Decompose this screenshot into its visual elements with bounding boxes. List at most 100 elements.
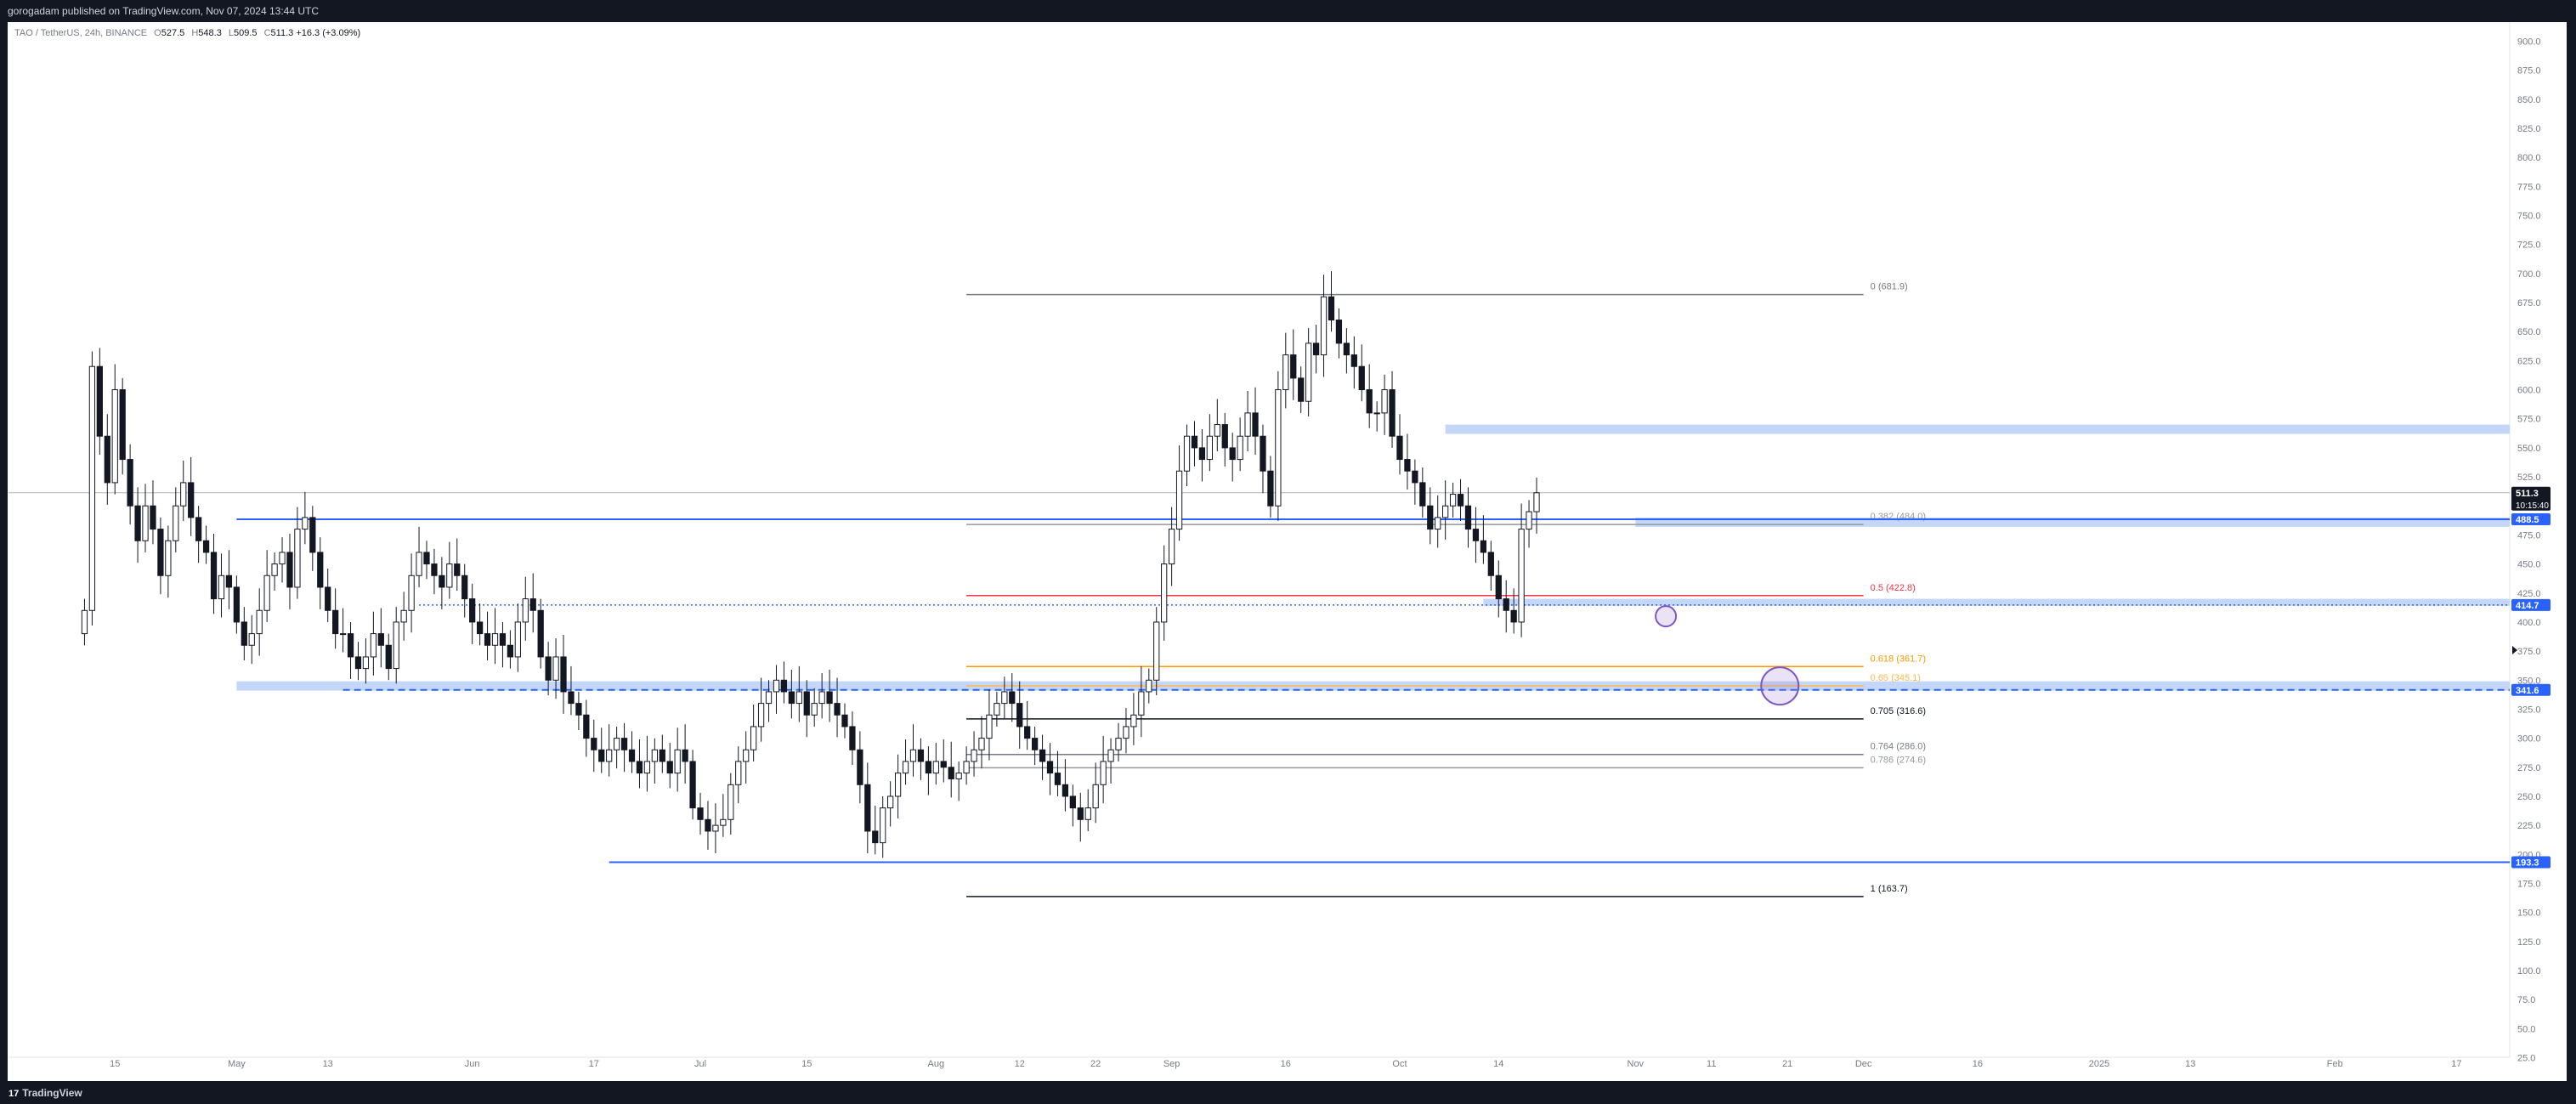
candle-body xyxy=(134,505,141,541)
candle-body xyxy=(712,824,719,832)
candle-body xyxy=(1054,773,1062,785)
candle-body xyxy=(1298,377,1305,402)
candle-body xyxy=(1389,389,1396,437)
candle-body xyxy=(241,621,247,646)
candle-body xyxy=(909,749,917,762)
candle-body xyxy=(773,679,780,693)
support-dotted-price-label: 414.7 xyxy=(2516,601,2539,611)
candle-body xyxy=(317,552,324,588)
candle-body xyxy=(1457,494,1464,507)
footer-bar: 17 TradingView xyxy=(0,1081,2576,1104)
x-tick-label: 13 xyxy=(2185,1059,2195,1069)
candle-body xyxy=(88,365,96,611)
candle-body xyxy=(1442,505,1449,518)
candle-body xyxy=(119,389,126,461)
candle-body xyxy=(803,691,810,716)
x-tick-label: 11 xyxy=(1707,1059,1716,1069)
high-value: 548.3 xyxy=(198,28,222,38)
candle-body xyxy=(1039,749,1046,762)
candle-body xyxy=(1435,517,1441,530)
candle-body xyxy=(894,773,902,797)
brand-name: TradingView xyxy=(22,1087,82,1099)
circle-marker-large xyxy=(1760,666,1800,706)
y-tick-label: 425.0 xyxy=(2517,589,2541,599)
candle-body xyxy=(887,795,894,809)
candle-body xyxy=(195,517,202,541)
candle-body xyxy=(210,552,218,600)
candle-body xyxy=(1404,459,1411,472)
candle-body xyxy=(613,738,620,750)
candle-body xyxy=(370,633,377,658)
candle-body xyxy=(180,482,187,507)
x-tick-label: 2025 xyxy=(2089,1059,2109,1069)
y-tick-label: 175.0 xyxy=(2517,879,2541,889)
candle-body xyxy=(971,749,977,762)
candle-body xyxy=(1518,529,1525,623)
candle-body xyxy=(1480,540,1487,553)
candle-body xyxy=(757,703,765,728)
tradingview-logo[interactable]: 17 TradingView xyxy=(8,1087,82,1099)
candle-body xyxy=(932,761,939,774)
y-tick-label: 450.0 xyxy=(2517,560,2541,570)
supply-zone xyxy=(1445,424,2510,434)
candle-body xyxy=(963,761,970,774)
candle-body xyxy=(1396,435,1403,461)
candle-body xyxy=(1077,807,1084,820)
price-axis xyxy=(2510,22,2567,1081)
candle-body xyxy=(1495,575,1502,600)
y-tick-label: 875.0 xyxy=(2517,66,2541,76)
x-tick-label: 17 xyxy=(2451,1059,2461,1069)
candle-body xyxy=(1335,320,1343,344)
candle-body xyxy=(408,575,415,611)
support-dashed-price-label: 341.6 xyxy=(2516,686,2539,696)
fib-level-label: 0.382 (484.0) xyxy=(1871,512,1926,522)
candle-body xyxy=(1244,412,1251,437)
candle-body xyxy=(454,563,461,576)
candle-body xyxy=(1510,609,1517,623)
x-tick-label: Oct xyxy=(1392,1059,1407,1069)
candle-body xyxy=(362,656,370,670)
low-line-price-label: 193.3 xyxy=(2516,858,2539,868)
candle-body xyxy=(788,691,795,705)
candle-body xyxy=(1031,738,1039,750)
y-tick-label: 550.0 xyxy=(2517,444,2541,454)
y-tick-label: 525.0 xyxy=(2517,473,2541,483)
candle-body xyxy=(1464,505,1472,530)
candle-body xyxy=(986,714,993,739)
candle-body xyxy=(575,703,582,716)
candle-body xyxy=(400,609,407,623)
candle-body xyxy=(1221,424,1228,449)
candle-body xyxy=(1062,784,1069,797)
y-tick-label: 575.0 xyxy=(2517,415,2541,425)
candle-body xyxy=(416,552,422,576)
candle-body xyxy=(1267,470,1274,507)
candle-body xyxy=(780,679,788,693)
candle-body xyxy=(271,563,278,576)
candle-body xyxy=(1320,296,1328,356)
x-tick-label: Nov xyxy=(1628,1059,1645,1069)
y-tick-label: 150.0 xyxy=(2517,909,2541,919)
candle-body xyxy=(666,761,673,774)
candle-body xyxy=(157,529,164,576)
candle-body xyxy=(1107,749,1114,762)
symbol-title[interactable]: TAO / TetherUS, 24h, BINANCE xyxy=(14,28,148,38)
candle-body xyxy=(188,482,195,518)
candle-body xyxy=(150,505,156,530)
low-value: 509.5 xyxy=(234,28,258,38)
candle-body xyxy=(978,738,985,750)
y-tick-label: 825.0 xyxy=(2517,124,2541,134)
y-tick-label: 800.0 xyxy=(2517,153,2541,163)
y-tick-label: 625.0 xyxy=(2517,356,2541,366)
x-tick-label: 14 xyxy=(1493,1059,1503,1069)
candle-body xyxy=(514,621,521,658)
x-tick-label: Dec xyxy=(1855,1059,1872,1069)
candle-body xyxy=(735,761,742,785)
candle-body xyxy=(795,691,802,705)
candle-body xyxy=(864,784,871,832)
candle-body xyxy=(643,761,651,774)
x-tick-label: Jun xyxy=(465,1059,480,1069)
candle-body xyxy=(431,563,438,576)
close-label: C xyxy=(263,28,271,38)
candle-body xyxy=(674,749,681,774)
